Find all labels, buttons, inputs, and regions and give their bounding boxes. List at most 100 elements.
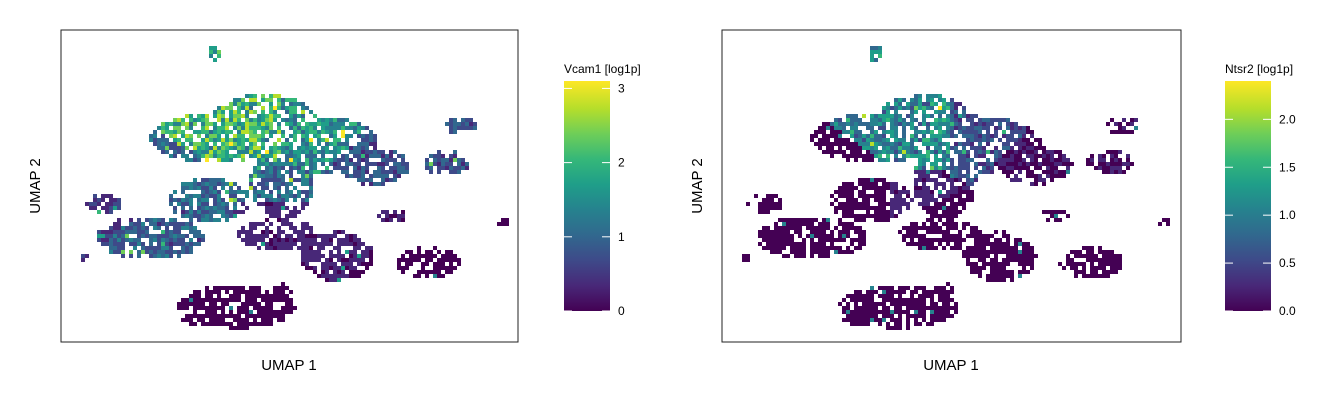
- hex-bin: [942, 110, 946, 114]
- hex-bin: [289, 242, 293, 246]
- hex-bin: [794, 250, 798, 254]
- hex-bin: [1006, 234, 1010, 238]
- hex-bin: [850, 214, 854, 218]
- hex-bin: [317, 258, 321, 262]
- hex-bin: [942, 122, 946, 126]
- hex-bin: [986, 162, 990, 166]
- colorbar: Ntsr2 [log1p] 0.00.51.01.52.0: [1225, 62, 1296, 318]
- hex-bin: [866, 146, 870, 150]
- hex-bin: [289, 298, 293, 302]
- hex-bin: [874, 122, 878, 126]
- hex-bin: [381, 170, 385, 174]
- hex-bin: [341, 130, 345, 134]
- hex-bin: [213, 202, 217, 206]
- hex-bin: [253, 102, 257, 106]
- hex-bin: [369, 178, 373, 182]
- hex-bin: [950, 194, 954, 198]
- hex-bin: [313, 162, 317, 166]
- hex-bin: [365, 166, 369, 170]
- hex-bin: [193, 182, 197, 186]
- hex-bin: [297, 230, 301, 234]
- hex-bin: [329, 250, 333, 254]
- hex-bin: [998, 246, 1002, 250]
- hex-bin: [930, 150, 934, 154]
- hex-bin: [329, 242, 333, 246]
- hex-bin: [1066, 262, 1070, 266]
- hex-bin: [994, 254, 998, 258]
- hex-bin: [149, 242, 153, 246]
- hex-bin: [938, 134, 942, 138]
- hex-bin: [333, 130, 337, 134]
- hex-bin: [902, 302, 906, 306]
- hex-bin: [938, 142, 942, 146]
- hex-bin: [269, 166, 273, 170]
- hex-bin: [858, 150, 862, 154]
- hex-bin: [942, 314, 946, 318]
- hex-bin: [305, 106, 309, 110]
- hex-bin: [894, 142, 898, 146]
- hex-bin: [229, 314, 233, 318]
- hex-bin: [966, 134, 970, 138]
- hex-bin: [974, 150, 978, 154]
- hex-bin: [449, 122, 453, 126]
- hex-bin: [333, 278, 337, 282]
- hex-bin: [337, 142, 341, 146]
- hex-bin: [1022, 146, 1026, 150]
- hex-bin: [970, 226, 974, 230]
- hex-bin: [934, 134, 938, 138]
- hex-bin: [165, 226, 169, 230]
- hex-bin: [870, 318, 874, 322]
- hex-bin: [321, 170, 325, 174]
- hex-bin: [153, 238, 157, 242]
- hex-bin: [305, 174, 309, 178]
- hex-bin: [405, 262, 409, 266]
- hex-bin: [1002, 166, 1006, 170]
- hex-bin: [457, 262, 461, 266]
- hex-bin: [293, 166, 297, 170]
- hex-bin: [225, 122, 229, 126]
- hex-bin: [221, 318, 225, 322]
- hex-bin: [1058, 154, 1062, 158]
- hex-bin: [157, 126, 161, 130]
- hex-bin: [926, 210, 930, 214]
- hex-bin: [249, 146, 253, 150]
- hex-bin: [261, 202, 265, 206]
- hex-bin: [457, 162, 461, 166]
- hex-bin: [1002, 234, 1006, 238]
- hex-bin: [998, 238, 1002, 242]
- hex-bin: [894, 190, 898, 194]
- hex-bin: [149, 254, 153, 258]
- hex-bin: [337, 274, 341, 278]
- hex-bin: [858, 130, 862, 134]
- hex-bin: [189, 150, 193, 154]
- hex-bin: [922, 166, 926, 170]
- hex-bin: [193, 310, 197, 314]
- hex-bin: [281, 222, 285, 226]
- hex-bin: [782, 218, 786, 222]
- hex-bin: [770, 198, 774, 202]
- hex-bin: [273, 210, 277, 214]
- hex-bin: [253, 314, 257, 318]
- hex-bin: [870, 186, 874, 190]
- hex-bin: [922, 118, 926, 122]
- hex-bin: [229, 322, 233, 326]
- hex-bin: [930, 226, 934, 230]
- hex-bin: [361, 254, 365, 258]
- hex-bin: [898, 210, 902, 214]
- hex-bin: [898, 138, 902, 142]
- hex-bin: [1110, 254, 1114, 258]
- hex-bin: [229, 310, 233, 314]
- hex-bin: [437, 274, 441, 278]
- hex-bin: [297, 194, 301, 198]
- hex-bin: [257, 126, 261, 130]
- hex-bin: [261, 126, 265, 130]
- hex-bin: [878, 178, 882, 182]
- hex-bin: [1134, 126, 1138, 130]
- hex-bin: [822, 126, 826, 130]
- hex-bin: [818, 238, 822, 242]
- hex-bin: [982, 150, 986, 154]
- hex-bin: [906, 150, 910, 154]
- hex-bin: [970, 266, 974, 270]
- hex-bin: [309, 238, 313, 242]
- hex-bin: [978, 258, 982, 262]
